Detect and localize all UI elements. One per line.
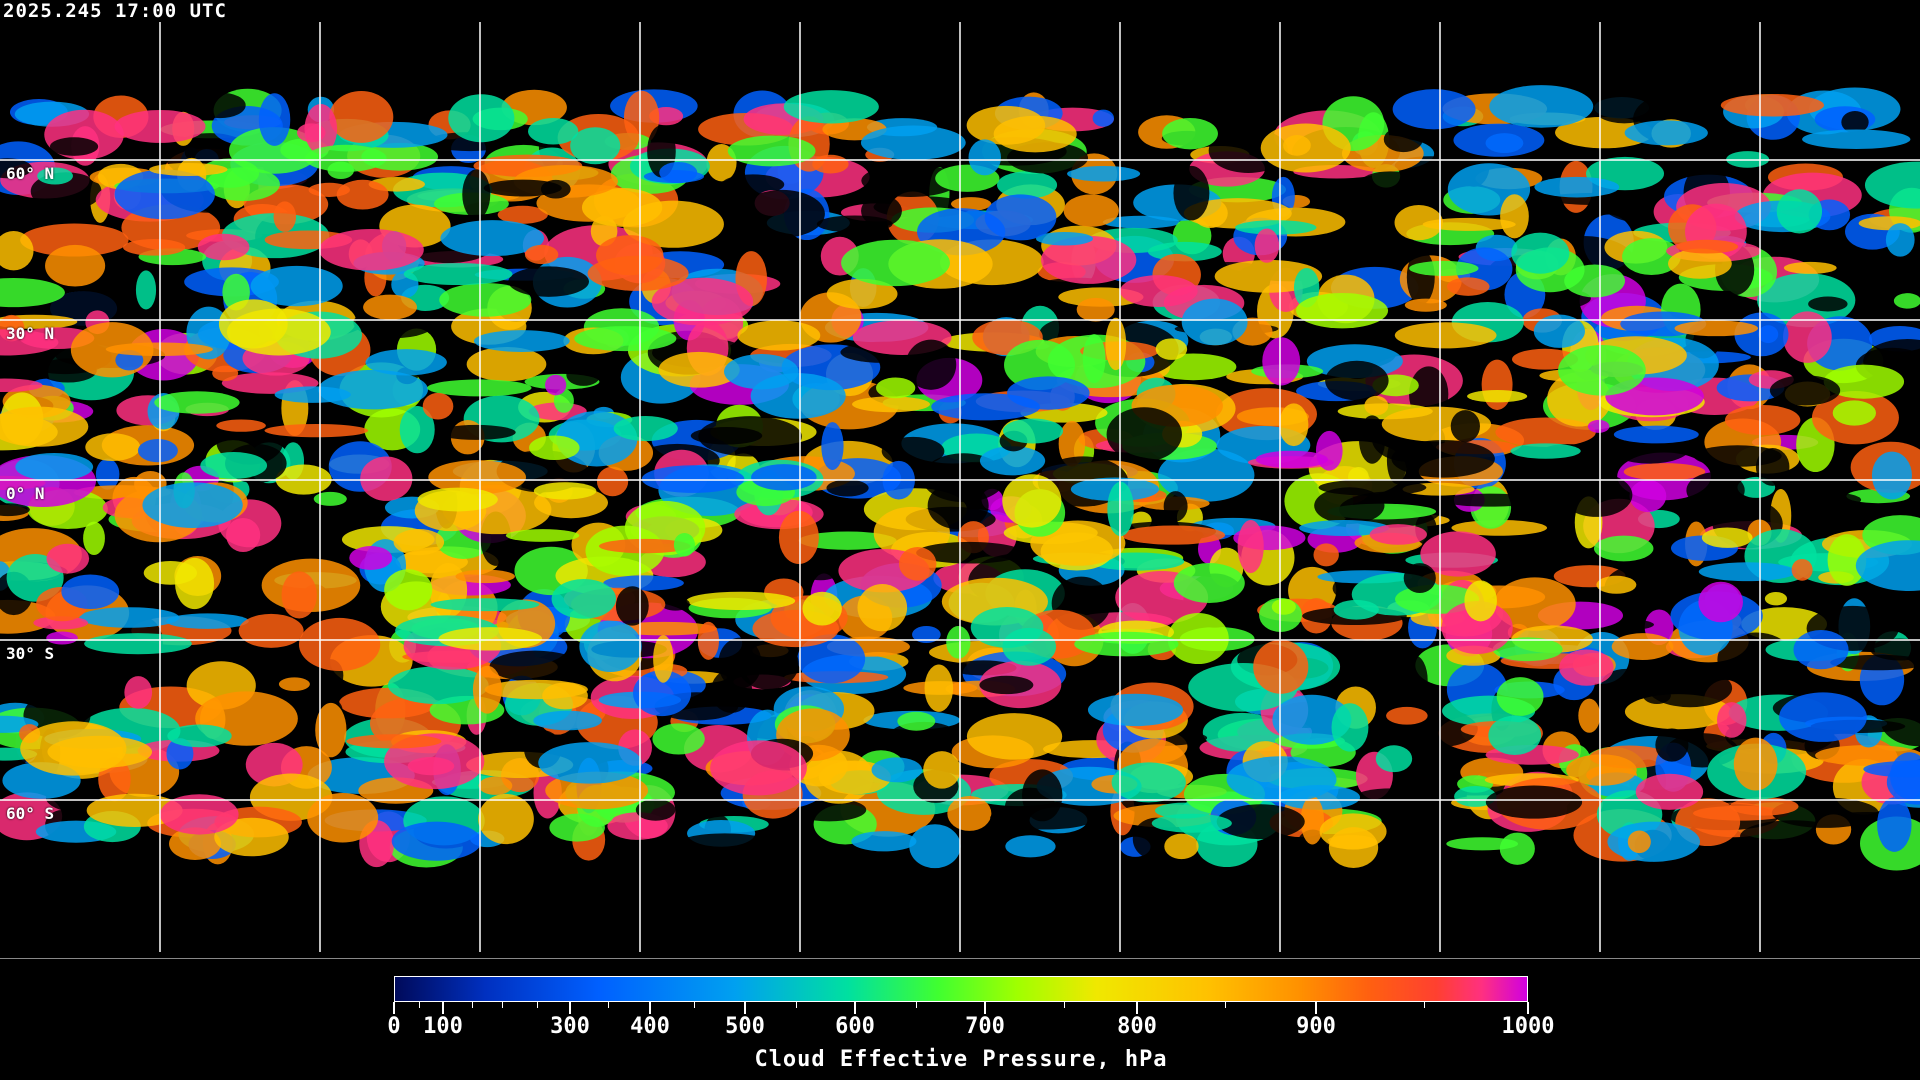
lat-label-30n: 30° N: [6, 324, 55, 343]
colorbar-tick-label: 300: [550, 1014, 590, 1039]
colorbar-major-tick: [854, 1002, 856, 1014]
colorbar-tick-label: 100: [423, 1014, 463, 1039]
cloud-pressure-map: [0, 22, 1920, 952]
colorbar-minor-tick: [608, 1002, 609, 1008]
colorbar: [394, 976, 1528, 1002]
colorbar-minor-tick: [502, 1002, 503, 1008]
colorbar-title: Cloud Effective Pressure, hPa: [754, 1047, 1168, 1072]
colorbar-major-tick: [393, 1002, 395, 1014]
colorbar-minor-tick: [1064, 1002, 1065, 1008]
colorbar-minor-tick: [472, 1002, 473, 1008]
colorbar-tick-label: 900: [1296, 1014, 1336, 1039]
colorbar-tick-label: 700: [965, 1014, 1005, 1039]
colorbar-tick-label: 500: [725, 1014, 765, 1039]
timestamp-title: 2025.245 17:00 UTC: [3, 0, 227, 22]
lat-label-60s: 60° S: [6, 804, 55, 823]
lat-label-30s: 30° S: [6, 644, 55, 663]
colorbar-minor-tick: [796, 1002, 797, 1008]
colorbar-major-tick: [1527, 1002, 1529, 1014]
colorbar-major-tick: [442, 1002, 444, 1014]
colorbar-major-tick: [984, 1002, 986, 1014]
lat-label-60n: 60° N: [6, 164, 55, 183]
colorbar-minor-tick: [1424, 1002, 1425, 1008]
lat-label-0n: 0° N: [6, 484, 45, 503]
colorbar-minor-tick: [419, 1002, 420, 1008]
colorbar-major-tick: [1136, 1002, 1138, 1014]
colorbar-minor-tick: [1225, 1002, 1226, 1008]
colorbar-minor-tick: [916, 1002, 917, 1008]
colorbar-tick-label: 400: [630, 1014, 670, 1039]
colorbar-major-tick: [649, 1002, 651, 1014]
colorbar-tick-label: 0: [387, 1014, 401, 1039]
colorbar-minor-tick: [694, 1002, 695, 1008]
colorbar-tick-label: 600: [835, 1014, 875, 1039]
colorbar-major-tick: [1315, 1002, 1317, 1014]
colorbar-major-tick: [569, 1002, 571, 1014]
map-border: [0, 958, 1920, 959]
map-imagery: [0, 22, 1920, 952]
colorbar-minor-tick: [537, 1002, 538, 1008]
colorbar-tick-label: 800: [1117, 1014, 1157, 1039]
colorbar-tick-label: 1000: [1501, 1014, 1555, 1039]
colorbar-major-tick: [744, 1002, 746, 1014]
